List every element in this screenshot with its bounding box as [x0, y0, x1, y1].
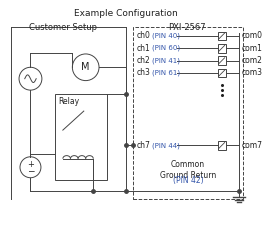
Bar: [218, 32, 226, 40]
Text: −: −: [27, 166, 34, 176]
Bar: [218, 141, 226, 150]
Bar: [55, 94, 107, 180]
Text: com3: com3: [242, 68, 263, 77]
Text: com1: com1: [242, 44, 263, 53]
Text: (PIN 61): (PIN 61): [152, 70, 181, 76]
Text: M: M: [81, 62, 90, 72]
Text: ch0: ch0: [137, 31, 151, 40]
Text: ch1: ch1: [137, 44, 151, 53]
Text: com2: com2: [242, 56, 263, 65]
Text: com7: com7: [242, 141, 263, 150]
Text: Customer Setup: Customer Setup: [29, 22, 97, 32]
Text: (PIN 40): (PIN 40): [152, 33, 180, 39]
Text: Common
Ground Return: Common Ground Return: [160, 160, 216, 180]
Text: (PIN 60): (PIN 60): [152, 45, 181, 52]
Text: (PIN 44): (PIN 44): [152, 142, 180, 148]
Bar: [218, 69, 226, 77]
Text: ch7: ch7: [137, 141, 151, 150]
Text: +: +: [27, 160, 34, 169]
Bar: [133, 27, 243, 199]
Text: PXI-2567: PXI-2567: [168, 22, 205, 32]
Bar: [218, 44, 226, 52]
Text: ch2: ch2: [137, 56, 151, 65]
Text: com0: com0: [242, 31, 263, 40]
Text: Relay: Relay: [58, 97, 79, 106]
Bar: [218, 56, 226, 65]
Text: (PIN 42): (PIN 42): [173, 176, 203, 185]
Text: Example Configuration: Example Configuration: [74, 9, 178, 18]
Text: ch3: ch3: [137, 68, 151, 77]
Text: (PIN 41): (PIN 41): [152, 57, 180, 64]
